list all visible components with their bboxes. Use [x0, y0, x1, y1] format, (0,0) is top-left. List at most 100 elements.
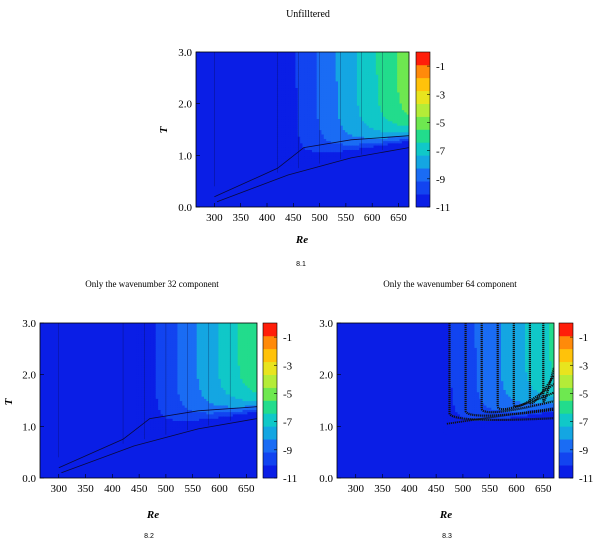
heatmap-cell	[285, 133, 289, 137]
heatmap-cell	[148, 427, 152, 430]
heatmap-cell	[399, 87, 403, 91]
heatmap-cell	[352, 136, 356, 139]
heatmap-cell	[333, 74, 337, 77]
heatmap-cell	[401, 109, 405, 113]
heatmap-cell	[314, 142, 318, 146]
heatmap-cell	[203, 387, 207, 391]
heatmap-cell	[213, 378, 217, 382]
heatmap-cell	[314, 52, 318, 55]
heatmap-cell	[223, 376, 227, 379]
heatmap-cell	[373, 94, 377, 97]
heatmap-cell	[366, 136, 370, 139]
heatmap-cell	[165, 411, 169, 415]
heatmap-cell	[309, 80, 313, 84]
heatmap-cell	[172, 413, 176, 417]
heatmap-cell	[290, 122, 294, 126]
heatmap-cell	[352, 76, 356, 80]
heatmap-cell	[278, 54, 282, 58]
heatmap-cell	[247, 389, 251, 393]
heatmap-cell	[347, 102, 351, 106]
heatmap-cell	[213, 411, 217, 415]
heatmap-cell	[333, 65, 337, 69]
heatmap-cell	[323, 80, 327, 84]
heatmap-cell	[242, 362, 246, 366]
heatmap-cell	[146, 424, 150, 428]
heatmap-cell	[223, 369, 227, 373]
heatmap-cell	[150, 354, 154, 357]
heatmap-cell	[208, 334, 212, 337]
heatmap-cell	[223, 358, 227, 362]
heatmap-cell	[177, 376, 181, 379]
heatmap-cell	[399, 67, 403, 71]
x-tick-label: 500	[311, 212, 328, 224]
heatmap-cell	[333, 69, 337, 73]
heatmap-cell	[361, 147, 365, 151]
heatmap-cell	[345, 74, 349, 77]
heatmap-cell	[162, 387, 166, 391]
heatmap-cell	[170, 424, 174, 428]
heatmap-cell	[283, 98, 287, 102]
heatmap-cell	[172, 380, 176, 384]
heatmap-cell	[366, 145, 370, 148]
heatmap-cell	[309, 114, 313, 117]
heatmap-cell	[390, 138, 394, 142]
heatmap-cell	[242, 323, 246, 326]
heatmap-cell	[182, 358, 186, 362]
heatmap-cell	[345, 67, 349, 71]
heatmap-cell	[191, 338, 195, 342]
heatmap-cell	[342, 107, 346, 111]
heatmap-cell	[323, 140, 327, 144]
heatmap-cell	[167, 409, 171, 413]
heatmap-cell	[338, 133, 341, 137]
heatmap-cell	[225, 409, 229, 413]
heatmap-cell	[230, 329, 234, 333]
heatmap-cell	[199, 360, 203, 364]
heatmap-cell	[345, 140, 349, 144]
heatmap-cell	[342, 109, 346, 113]
heatmap-cell	[375, 58, 379, 62]
heatmap-cell	[302, 142, 306, 146]
heatmap-cell	[206, 378, 210, 382]
heatmap-cell	[347, 147, 351, 151]
heatmap-cell	[385, 74, 389, 77]
heatmap-cell	[199, 354, 203, 357]
heatmap-cell	[368, 140, 372, 144]
heatmap-cell	[333, 105, 337, 108]
heatmap-cell	[311, 87, 315, 91]
heatmap-cell	[304, 107, 308, 111]
heatmap-cell	[340, 87, 344, 91]
heatmap-cell	[228, 371, 232, 375]
heatmap-cell	[373, 71, 377, 75]
heatmap-cell	[136, 356, 140, 360]
heatmap-cell	[162, 340, 166, 344]
colorbar-frame	[262, 322, 278, 479]
heatmap-cell	[213, 331, 217, 335]
heatmap-cell	[304, 131, 308, 135]
heatmap-cell	[143, 413, 147, 417]
heatmap-cell	[146, 427, 150, 430]
heatmap-cell	[247, 323, 251, 326]
heatmap-cell	[335, 91, 339, 95]
heatmap-cell	[153, 429, 157, 433]
heatmap-cell	[340, 105, 344, 108]
heatmap-cell	[170, 418, 174, 422]
heatmap-cell	[143, 331, 147, 335]
heatmap-cell	[141, 323, 145, 326]
heatmap-cell	[290, 60, 294, 64]
heatmap-cell	[338, 94, 341, 97]
heatmap-cell	[378, 91, 382, 95]
heatmap-cell	[148, 385, 152, 388]
heatmap-cell	[148, 382, 152, 386]
heatmap-cell	[182, 389, 186, 393]
heatmap-cell	[404, 131, 408, 135]
heatmap-cell	[220, 416, 224, 419]
heatmap-cell	[252, 329, 256, 333]
heatmap-cell	[249, 371, 253, 375]
heatmap-cell	[218, 360, 222, 364]
heatmap-cell	[249, 338, 253, 342]
heatmap-cell	[326, 153, 330, 157]
heatmap-cell	[349, 87, 353, 91]
heatmap-cell	[285, 160, 289, 164]
heatmap-cell	[295, 76, 299, 80]
heatmap-cell	[191, 347, 195, 351]
